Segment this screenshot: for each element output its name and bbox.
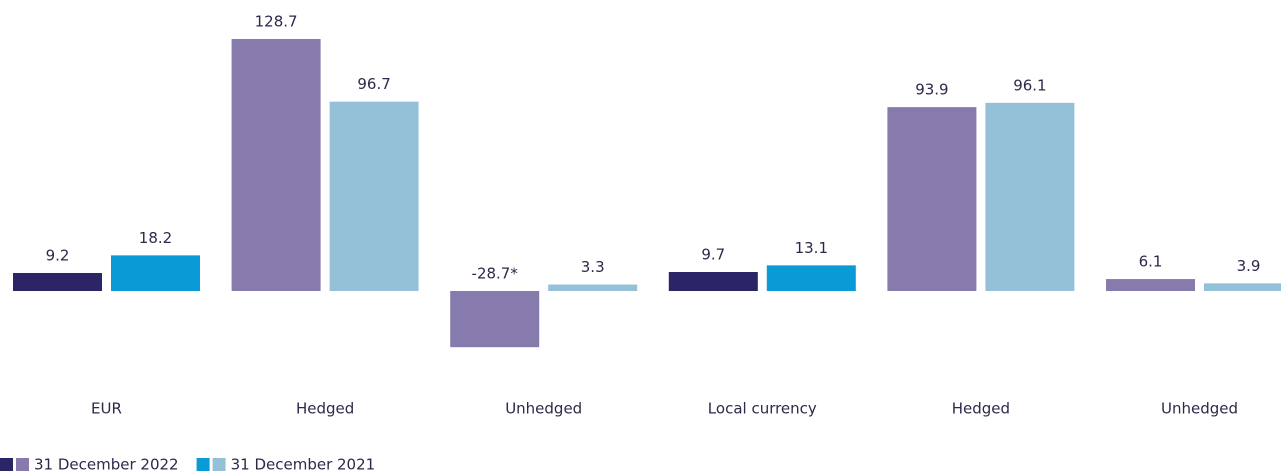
bar [766,265,856,291]
value-label: 6.1 [1139,253,1163,271]
value-label: 3.9 [1237,257,1261,275]
bar [231,39,321,291]
bar [1106,279,1195,291]
bar [111,255,200,291]
value-label: 128.7 [255,13,298,31]
bar [1204,283,1281,291]
legend-label: 31 December 2022 [34,456,179,473]
value-label: 9.2 [46,246,70,264]
legend-swatch [0,458,13,471]
bar [329,101,419,291]
value-label: 96.1 [1013,76,1046,94]
value-label: 18.2 [139,229,172,247]
legend-swatch [16,458,29,471]
x-tick-label: Local currency [708,400,817,418]
x-tick-label: Hedged [296,400,354,418]
bar [985,102,1075,291]
value-label: 93.9 [915,81,948,99]
x-tick-label: Hedged [952,400,1010,418]
x-tick-label: Unhedged [1161,400,1238,418]
bar [13,272,102,291]
legend-swatch [212,458,226,471]
bar [548,284,638,291]
value-label: 9.7 [701,246,725,264]
bar [450,291,540,348]
value-label: 3.3 [581,258,605,276]
bar [887,107,977,291]
x-tick-label: Unhedged [505,400,582,418]
value-label: -28.7* [472,265,519,283]
legend-swatch [196,458,210,471]
x-tick-label: EUR [91,400,122,418]
value-label: 13.1 [795,239,828,257]
value-label: 96.7 [357,75,390,93]
bar [668,272,758,291]
legend-label: 31 December 2021 [231,456,376,473]
